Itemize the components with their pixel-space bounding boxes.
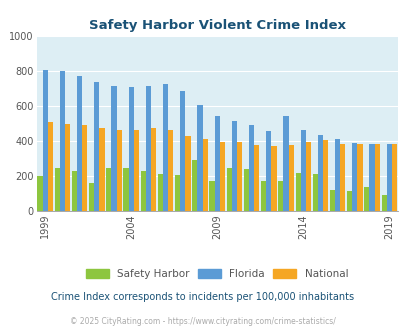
Bar (151, 128, 156, 211)
Bar (254, 145, 259, 211)
Bar (312, 174, 317, 211)
Bar (260, 182, 266, 211)
Bar (116, 130, 121, 211)
Bar (133, 130, 139, 211)
Bar (214, 116, 219, 211)
Bar (369, 144, 374, 211)
Bar (82, 125, 87, 211)
Bar (180, 90, 185, 211)
Bar (106, 168, 111, 211)
Bar (363, 187, 369, 211)
Bar (168, 130, 173, 211)
Bar (295, 173, 300, 211)
Bar (60, 71, 65, 211)
Bar (94, 82, 99, 211)
Bar (209, 182, 214, 211)
Bar (243, 169, 248, 211)
Bar (65, 124, 70, 211)
Bar (128, 87, 133, 211)
Text: Crime Index corresponds to incidents per 100,000 inhabitants: Crime Index corresponds to incidents per… (51, 292, 354, 302)
Bar (123, 168, 128, 211)
Bar (271, 146, 276, 211)
Bar (339, 144, 345, 211)
Bar (386, 144, 391, 211)
Bar (283, 116, 288, 211)
Bar (219, 142, 224, 211)
Bar (43, 70, 48, 211)
Bar (288, 145, 293, 211)
Bar (111, 86, 116, 211)
Title: Safety Harbor Violent Crime Index: Safety Harbor Violent Crime Index (88, 19, 345, 32)
Bar (305, 142, 310, 211)
Bar (197, 105, 202, 211)
Bar (346, 191, 352, 211)
Bar (72, 171, 77, 211)
Legend: Safety Harbor, Florida, National: Safety Harbor, Florida, National (86, 269, 347, 279)
Bar (99, 128, 104, 211)
Bar (162, 84, 168, 211)
Bar (237, 142, 241, 211)
Bar (329, 190, 334, 211)
Bar (48, 122, 53, 211)
Bar (158, 175, 163, 211)
Bar (352, 143, 356, 211)
Bar (54, 168, 60, 211)
Bar (89, 183, 94, 211)
Bar (226, 168, 231, 211)
Bar (77, 76, 82, 211)
Bar (145, 86, 151, 211)
Bar (231, 121, 237, 211)
Text: © 2025 CityRating.com - https://www.cityrating.com/crime-statistics/: © 2025 CityRating.com - https://www.city… (70, 317, 335, 326)
Bar (317, 135, 322, 211)
Bar (277, 181, 283, 211)
Bar (175, 175, 180, 211)
Bar (322, 140, 327, 211)
Bar (192, 160, 197, 211)
Bar (185, 136, 190, 211)
Bar (374, 144, 379, 211)
Bar (391, 144, 396, 211)
Bar (381, 195, 386, 211)
Bar (202, 140, 207, 211)
Bar (300, 130, 305, 211)
Bar (266, 131, 271, 211)
Bar (334, 140, 339, 211)
Bar (248, 125, 254, 211)
Bar (140, 171, 145, 211)
Bar (356, 144, 362, 211)
Bar (37, 176, 43, 211)
